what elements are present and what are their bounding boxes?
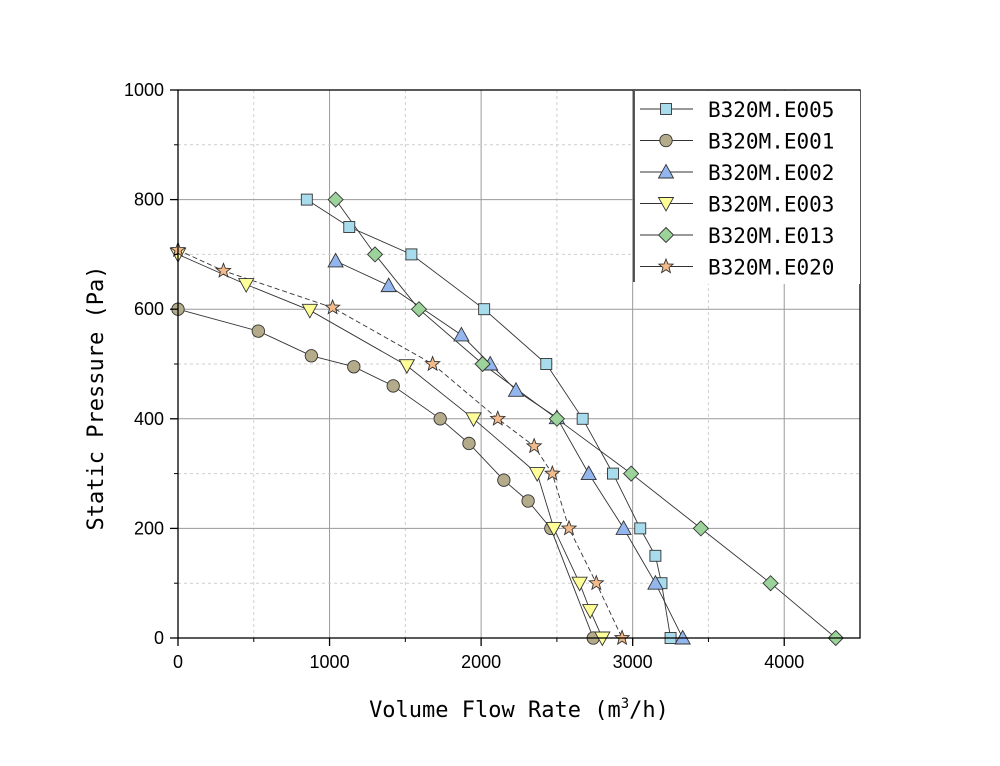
data-point-b320m-e005 bbox=[607, 467, 619, 480]
legend-entry-label: B320M.E002 bbox=[708, 161, 834, 185]
data-point-b320m-e005 bbox=[649, 549, 662, 562]
data-point-b320m-e001 bbox=[497, 473, 511, 487]
data-point-b320m-e020 bbox=[560, 519, 578, 536]
data-point-b320m-e020 bbox=[525, 437, 543, 454]
legend-entry-label: B320M.E005 bbox=[708, 98, 834, 122]
series-line-b320m-e020 bbox=[177, 249, 623, 639]
y-tick-label: 200 bbox=[134, 518, 164, 538]
data-point-b320m-e003 bbox=[237, 278, 255, 293]
data-point-b320m-e013 bbox=[692, 520, 710, 537]
data-point-b320m-e003 bbox=[545, 521, 563, 537]
series-line-b320m-e003 bbox=[177, 253, 603, 639]
data-point-b320m-e002 bbox=[380, 277, 397, 293]
data-point-b320m-e003 bbox=[465, 412, 482, 428]
data-point-b320m-e013 bbox=[327, 191, 344, 208]
data-point-b320m-e005 bbox=[576, 412, 589, 425]
data-point-b320m-e020 bbox=[489, 410, 507, 426]
data-point-b320m-e005 bbox=[300, 193, 313, 206]
x-tick-label: 0 bbox=[173, 652, 183, 672]
data-point-b320m-e005 bbox=[343, 221, 356, 233]
x-axis-title: Volume Flow Rate (m3/h) bbox=[369, 696, 669, 723]
x-tick-label: 4000 bbox=[764, 652, 804, 672]
x-tick-label: 1000 bbox=[310, 652, 350, 672]
x-axis-title-main: Volume Flow Rate (m bbox=[369, 698, 621, 723]
x-axis-title-end: /h) bbox=[629, 698, 669, 723]
data-point-b320m-e002 bbox=[647, 574, 664, 590]
legend-entry-label: B320M.E003 bbox=[708, 193, 834, 217]
legend-background bbox=[634, 91, 860, 284]
y-tick-label: 600 bbox=[134, 299, 164, 319]
legend-entry-label: B320M.E001 bbox=[708, 130, 834, 154]
y-tick-label: 1000 bbox=[124, 80, 164, 100]
legend-marker bbox=[657, 163, 675, 179]
data-point-b320m-e020 bbox=[587, 574, 605, 591]
legend-marker bbox=[659, 133, 673, 148]
data-point-b320m-e013 bbox=[623, 465, 640, 482]
data-point-b320m-e003 bbox=[581, 604, 599, 620]
data-point-b320m-e002 bbox=[507, 381, 525, 397]
data-point-b320m-e020 bbox=[215, 262, 232, 278]
data-point-b320m-e013 bbox=[410, 301, 428, 318]
data-point-b320m-e005 bbox=[405, 248, 418, 261]
data-point-b320m-e003 bbox=[571, 576, 588, 592]
data-point-b320m-e001 bbox=[386, 379, 400, 393]
y-tick-label: 0 bbox=[154, 628, 164, 648]
legend-marker bbox=[657, 257, 675, 274]
data-point-b320m-e001 bbox=[251, 324, 265, 338]
data-point-b320m-e002 bbox=[453, 326, 470, 342]
data-point-b320m-e005 bbox=[540, 358, 553, 370]
x-axis: 0 1000 2000 3000 4000 bbox=[173, 638, 804, 672]
y-axis: 0 200 400 600 800 1000 bbox=[124, 80, 178, 648]
data-point-b320m-e002 bbox=[674, 629, 691, 645]
data-point-b320m-e001 bbox=[521, 494, 535, 508]
data-point-b320m-e013 bbox=[474, 355, 491, 373]
data-point-b320m-e020 bbox=[424, 355, 441, 372]
legend: B320M.E005 B320M.E001 B320M.E002 B320M.E003… bbox=[633, 91, 860, 284]
x-axis-title-superscript: 3 bbox=[621, 696, 629, 712]
x-tick-label: 3000 bbox=[613, 652, 653, 672]
data-point-b320m-e002 bbox=[327, 252, 344, 268]
data-point-b320m-e013 bbox=[366, 246, 384, 263]
data-point-b320m-e013 bbox=[762, 575, 779, 592]
data-point-b320m-e013 bbox=[548, 410, 566, 427]
data-point-b320m-e005 bbox=[634, 522, 647, 535]
data-point-b320m-e002 bbox=[615, 519, 632, 535]
data-point-b320m-e003 bbox=[594, 631, 611, 647]
series-markers bbox=[169, 191, 844, 647]
y-tick-label: 800 bbox=[134, 190, 164, 210]
legend-entry-label: B320M.E013 bbox=[708, 224, 834, 248]
data-point-b320m-e001 bbox=[347, 360, 361, 374]
data-point-b320m-e001 bbox=[462, 436, 476, 451]
legend-entry-label: B320M.E020 bbox=[708, 256, 834, 280]
data-point-b320m-e003 bbox=[528, 467, 546, 483]
data-point-b320m-e005 bbox=[478, 303, 491, 316]
legend-marker bbox=[660, 103, 672, 115]
data-point-b320m-e020 bbox=[544, 464, 561, 481]
legend-marker bbox=[657, 226, 675, 244]
y-axis-title: Static Pressure (Pa) bbox=[84, 266, 109, 531]
data-point-b320m-e020 bbox=[613, 629, 631, 646]
data-point-b320m-e001 bbox=[433, 412, 447, 426]
y-tick-label: 400 bbox=[134, 409, 164, 429]
data-point-b320m-e020 bbox=[324, 298, 341, 315]
legend-marker bbox=[657, 197, 675, 212]
data-point-b320m-e002 bbox=[580, 465, 597, 481]
data-point-b320m-e003 bbox=[398, 359, 416, 375]
x-tick-label: 2000 bbox=[461, 652, 501, 672]
data-point-b320m-e003 bbox=[301, 303, 319, 319]
data-point-b320m-e001 bbox=[304, 349, 319, 363]
